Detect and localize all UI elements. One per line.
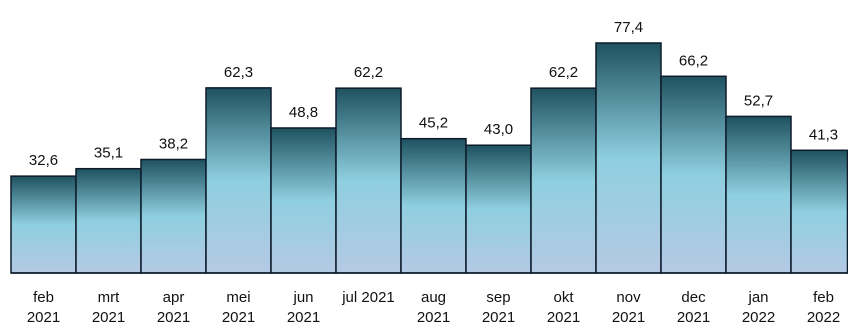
x-tick-label-line: apr <box>163 289 185 306</box>
x-tick-labels-group: feb 2021 mrt 2021 apr 2021 mei 2021 jun 2021 jul 2… <box>27 289 840 326</box>
x-tick-label-line: nov <box>616 289 641 306</box>
x-tick-label-line: sep <box>486 289 510 306</box>
value-labels-group: 32,6 35,1 38,2 62,3 48,8 62,2 45,2 43,0 62,2 77,4… <box>29 19 838 169</box>
x-tick-label-line: 2021 <box>287 309 320 326</box>
bar-value-label: 48,8 <box>289 104 318 121</box>
bar-value-label: 45,2 <box>419 115 448 132</box>
x-tick-label-line: mei <box>226 289 250 306</box>
x-tick-label-line: 2021 <box>547 309 580 326</box>
bar-value-label: 52,7 <box>744 92 773 109</box>
bars-group <box>10 42 848 274</box>
x-tick-label-line: 2021 <box>27 309 60 326</box>
bar-value-label: 35,1 <box>94 145 123 162</box>
bar <box>725 115 792 274</box>
x-tick-label: jan 2022 <box>742 289 775 326</box>
x-tick-label: jun 2021 <box>287 289 320 326</box>
x-tick-label-line: 2022 <box>807 309 840 326</box>
x-tick-label: apr 2021 <box>157 289 190 326</box>
x-tick-label-line: feb <box>813 289 834 306</box>
x-tick-label: sep 2021 <box>482 289 515 326</box>
x-tick-label-line: 2021 <box>612 309 645 326</box>
bar <box>10 175 77 274</box>
x-tick-label-line: 2021 <box>157 309 190 326</box>
x-tick-label-line: mrt <box>98 289 120 306</box>
x-tick-label: mei 2021 <box>222 289 255 326</box>
bar <box>790 149 848 274</box>
bar <box>400 137 467 274</box>
x-tick-label-line: feb <box>33 289 54 306</box>
bar <box>75 167 142 274</box>
bar-value-label: 43,0 <box>484 121 513 138</box>
x-tick-label: mrt 2021 <box>92 289 125 326</box>
x-tick-label-line: jan <box>747 289 768 306</box>
x-tick-label: feb 2021 <box>27 289 60 326</box>
bar <box>595 42 662 274</box>
bar-value-label: 41,3 <box>809 126 838 143</box>
bar-value-label: 38,2 <box>159 135 188 152</box>
x-tick-label-line: 2022 <box>742 309 775 326</box>
x-tick-label-line: jul 2021 <box>341 289 395 306</box>
x-tick-label-line: aug <box>421 289 446 306</box>
bar <box>140 158 207 274</box>
x-tick-label: aug 2021 <box>417 289 450 326</box>
x-tick-label-line: dec <box>681 289 706 306</box>
bar <box>205 87 272 274</box>
x-tick-label: okt 2021 <box>547 289 580 326</box>
x-tick-label-line: 2021 <box>677 309 710 326</box>
bar-value-label: 62,2 <box>354 64 383 81</box>
bar <box>270 127 337 274</box>
x-tick-label-line: 2021 <box>482 309 515 326</box>
x-tick-label: jul 2021 <box>341 289 395 306</box>
bar <box>465 144 532 274</box>
bar <box>660 75 727 274</box>
bar-value-label: 62,2 <box>549 64 578 81</box>
bar-value-label: 77,4 <box>614 19 643 36</box>
x-tick-label: dec 2021 <box>677 289 710 326</box>
x-tick-label-line: okt <box>553 289 574 306</box>
bar <box>335 87 402 274</box>
x-tick-label: nov 2021 <box>612 289 645 326</box>
x-tick-label-line: jun <box>292 289 313 306</box>
x-tick-label-line: 2021 <box>222 309 255 326</box>
bar-value-label: 66,2 <box>679 52 708 69</box>
bar-value-label: 32,6 <box>29 152 58 169</box>
bar <box>530 87 597 274</box>
bar-value-label: 62,3 <box>224 64 253 81</box>
x-tick-label-line: 2021 <box>417 309 450 326</box>
x-tick-label-line: 2021 <box>92 309 125 326</box>
x-tick-label: feb 2022 <box>807 289 840 326</box>
